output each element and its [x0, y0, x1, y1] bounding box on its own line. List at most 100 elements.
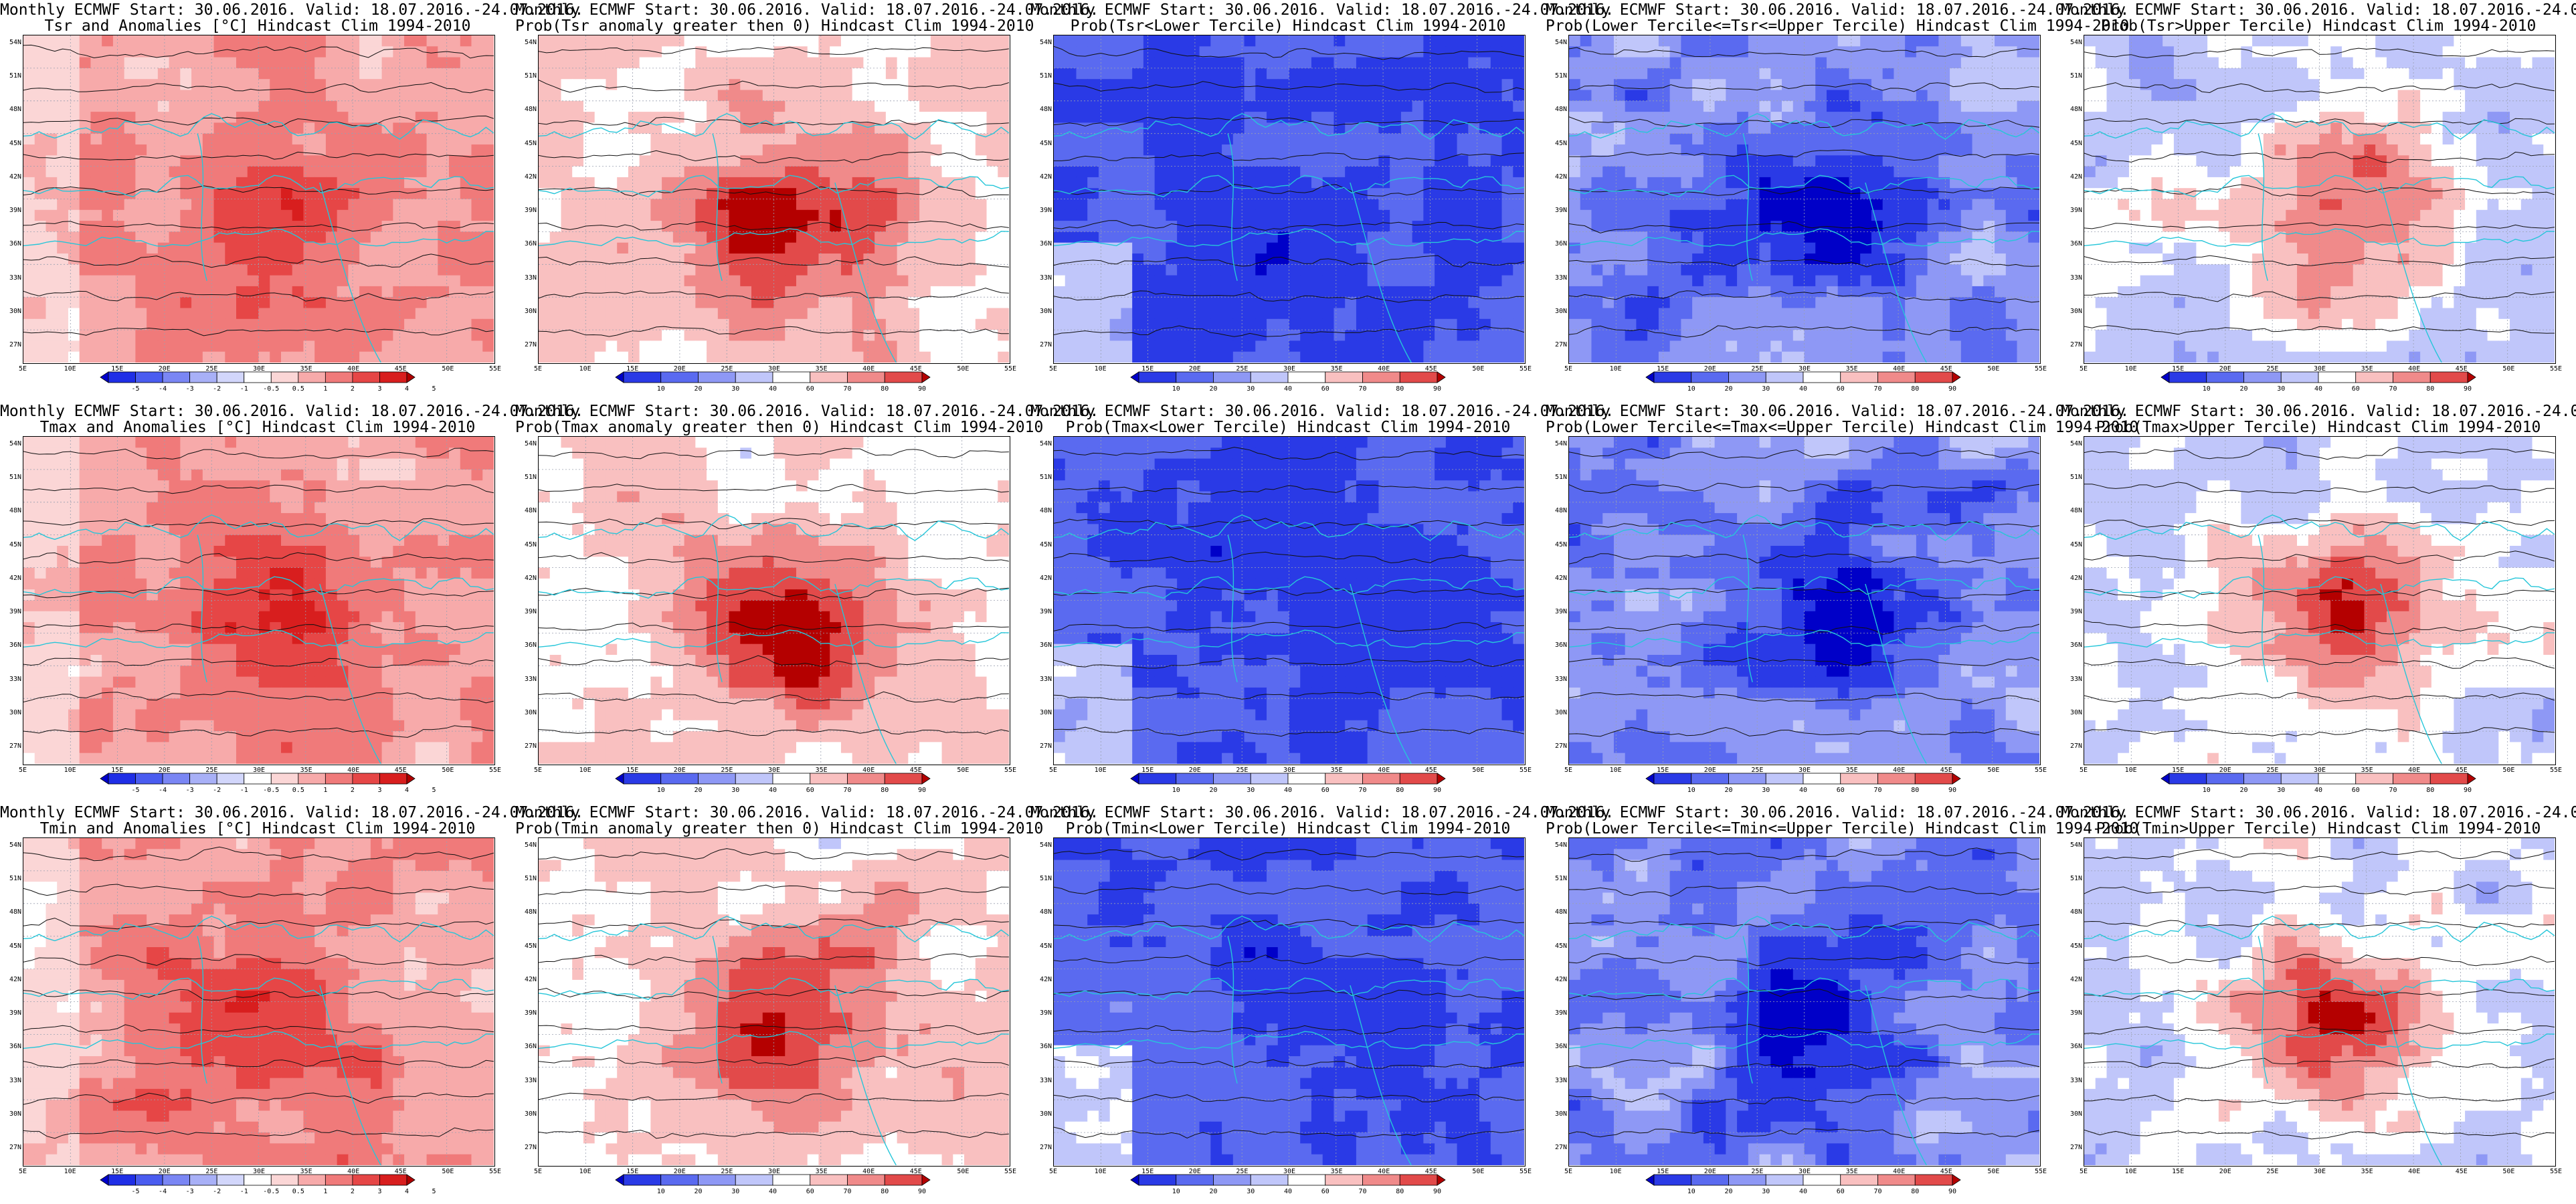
- lon-tick-label: 25E: [1232, 365, 1252, 373]
- lon-tick-label: 45E: [1421, 767, 1441, 775]
- colorbar-tick-label: 80: [875, 1188, 895, 1196]
- lon-tick-label: 5E: [2074, 1168, 2094, 1176]
- lat-tick-label: 39N: [1, 207, 21, 215]
- lon-tick-label: 30E: [1279, 767, 1299, 775]
- lon-tick-label: 5E: [13, 767, 33, 775]
- colorbar-tick-label: -2: [207, 385, 227, 393]
- lat-tick-label: 33N: [2062, 274, 2082, 282]
- lon-tick-label: 30E: [2310, 1168, 2330, 1176]
- panel-title-line2: Tmin and Anomalies [°C] Hindcast Clim 19…: [0, 820, 515, 837]
- lon-tick-label: 35E: [2357, 767, 2377, 775]
- colorbar-segment: [1653, 1174, 1692, 1186]
- colorbar-tick-label: 1: [315, 787, 335, 795]
- lon-tick-label: 10E: [1606, 365, 1626, 373]
- lon-tick-label: 20E: [1700, 365, 1720, 373]
- colorbar-tick-label: 60: [800, 1188, 820, 1196]
- lon-tick-label: 10E: [2121, 365, 2141, 373]
- colorbar-segment: [216, 371, 245, 383]
- colorbar-segment: [2206, 371, 2244, 383]
- colorbar-segment: [921, 371, 931, 383]
- map-panel: Monthly ECMWF Start: 30.06.2016. Valid: …: [2061, 0, 2576, 401]
- colorbar-segment: [698, 1174, 736, 1186]
- colorbar-segment: [406, 1174, 416, 1186]
- lon-tick-label: 25E: [717, 365, 737, 373]
- lon-tick-label: 35E: [296, 767, 316, 775]
- lat-tick-label: 27N: [2062, 742, 2082, 750]
- map-area: [1568, 35, 2041, 364]
- colorbar-tick-label: 90: [1942, 787, 1962, 795]
- colorbar-segment: [108, 1174, 136, 1186]
- colorbar-tick-label: 5: [424, 787, 444, 795]
- colorbar-segment: [108, 773, 136, 785]
- colorbar-segment: [1130, 773, 1139, 785]
- colorbar-segment: [270, 1174, 299, 1186]
- colorbar-segment: [2355, 773, 2393, 785]
- colorbar-segment: [1362, 1174, 1400, 1186]
- panel-title-line1: Monthly ECMWF Start: 30.06.2016. Valid: …: [0, 403, 583, 420]
- colorbar-segment: [406, 773, 416, 785]
- colorbar-segment: [325, 773, 353, 785]
- colorbar-tick-label: 70: [2383, 787, 2403, 795]
- map-svg: [23, 437, 494, 764]
- colorbar-segment: [135, 1174, 163, 1186]
- colorbar-tick-label: 90: [1427, 385, 1447, 393]
- lat-tick-label: 45N: [517, 140, 537, 148]
- map-panel: Monthly ECMWF Start: 30.06.2016. Valid: …: [0, 803, 583, 1204]
- colorbar-segment: [1176, 1174, 1214, 1186]
- colorbar-segment: [1362, 371, 1400, 383]
- lat-tick-label: 36N: [517, 1043, 537, 1051]
- colorbar-tick-label: 80: [875, 787, 895, 795]
- colorbar-tick-label: 40: [1278, 1188, 1298, 1196]
- lat-tick-label: 54N: [1547, 841, 1567, 849]
- map-area: [538, 837, 1010, 1167]
- colorbar: [615, 371, 931, 383]
- lon-tick-label: 35E: [2357, 365, 2377, 373]
- colorbar-segment: [660, 1174, 699, 1186]
- lat-tick-label: 36N: [2062, 240, 2082, 248]
- colorbar-segment: [884, 1174, 923, 1186]
- colorbar-segment: [2160, 773, 2170, 785]
- colorbar-tick-label: 30: [1240, 787, 1261, 795]
- shaded-field: [1569, 437, 2039, 764]
- coastlines: [2084, 916, 2555, 1165]
- lon-tick-label: 40E: [858, 365, 879, 373]
- colorbar: [1645, 371, 1961, 383]
- colorbar-tick-label: -0.5: [261, 1188, 281, 1196]
- panel-title-line1: Monthly ECMWF Start: 30.06.2016. Valid: …: [1546, 403, 2129, 420]
- lon-tick-label: 35E: [1327, 1168, 1347, 1176]
- panel-title-line2: Prob(Tmax anomaly greater then 0) Hindca…: [515, 419, 1043, 436]
- map-area: [1053, 837, 1526, 1167]
- lon-tick-label: 15E: [2168, 767, 2188, 775]
- colorbar-tick-label: 10: [1166, 787, 1186, 795]
- map-area: [538, 35, 1010, 364]
- map-area: [23, 35, 495, 364]
- colorbar-segment: [884, 773, 923, 785]
- colorbar-segment: [1952, 1174, 1961, 1186]
- colorbar: [615, 773, 931, 785]
- shaded-field: [539, 437, 1009, 764]
- lon-tick-label: 55E: [2031, 365, 2051, 373]
- colorbar-segment: [100, 371, 109, 383]
- shaded-field: [1569, 838, 2039, 1165]
- colorbar-segment: [615, 371, 624, 383]
- map-panel: Monthly ECMWF Start: 30.06.2016. Valid: …: [2061, 401, 2576, 803]
- colorbar-segment: [135, 371, 163, 383]
- colorbar-tick-label: 40: [1278, 787, 1298, 795]
- lat-tick-label: 27N: [1032, 742, 1052, 750]
- lon-tick-label: 15E: [1137, 767, 1158, 775]
- lat-tick-label: 54N: [1547, 39, 1567, 47]
- lat-tick-label: 51N: [2062, 72, 2082, 80]
- map-svg: [539, 437, 1009, 764]
- map-svg: [539, 838, 1009, 1165]
- lat-tick-label: 27N: [2062, 341, 2082, 349]
- lat-tick-label: 42N: [517, 575, 537, 583]
- lon-tick-label: 50E: [2498, 767, 2518, 775]
- lon-tick-label: 45E: [906, 365, 926, 373]
- colorbar-segment: [298, 1174, 326, 1186]
- map-area: [1568, 436, 2041, 765]
- lat-tick-label: 39N: [2062, 608, 2082, 616]
- colorbar-segment: [615, 773, 624, 785]
- panel-title-line1: Monthly ECMWF Start: 30.06.2016. Valid: …: [1030, 403, 1614, 420]
- colorbar-tick-label: 10: [651, 1188, 671, 1196]
- lon-tick-label: 25E: [717, 767, 737, 775]
